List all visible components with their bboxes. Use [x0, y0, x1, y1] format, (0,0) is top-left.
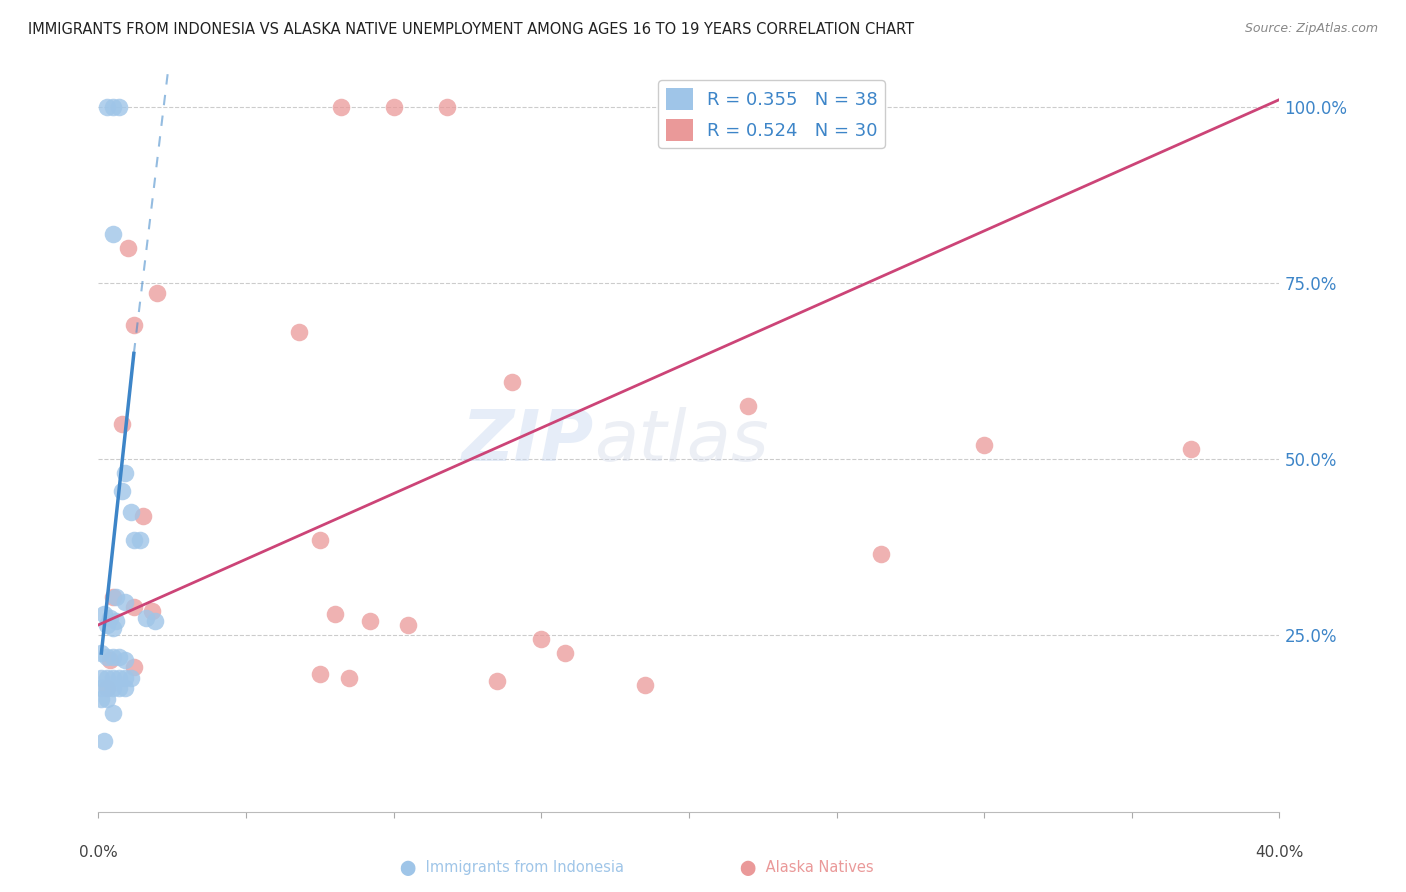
Point — [96, 681, 118, 696]
Point — [288, 325, 311, 339]
Point — [111, 417, 134, 431]
Point — [122, 660, 145, 674]
Point — [359, 615, 381, 629]
Point — [530, 632, 553, 646]
Point — [108, 671, 131, 685]
Point — [870, 547, 893, 561]
Point — [103, 706, 125, 720]
Point — [93, 607, 115, 622]
Point — [103, 227, 125, 241]
Point — [132, 508, 155, 523]
Point — [554, 646, 576, 660]
Point — [329, 100, 352, 114]
Point — [634, 678, 657, 692]
Point — [90, 671, 112, 685]
Point — [309, 533, 332, 548]
Point — [309, 667, 332, 681]
Text: atlas: atlas — [595, 407, 769, 476]
Point — [96, 100, 118, 114]
Point — [122, 600, 145, 615]
Legend: R = 0.355   N = 38, R = 0.524   N = 30: R = 0.355 N = 38, R = 0.524 N = 30 — [658, 80, 884, 148]
Text: Source: ZipAtlas.com: Source: ZipAtlas.com — [1244, 22, 1378, 36]
Point — [103, 671, 125, 685]
Point — [135, 611, 157, 625]
Point — [105, 590, 128, 604]
Point — [120, 671, 142, 685]
Point — [501, 375, 523, 389]
Point — [103, 100, 125, 114]
Point — [323, 607, 346, 622]
Point — [103, 681, 125, 696]
Point — [737, 399, 759, 413]
Point — [973, 438, 995, 452]
Point — [96, 618, 118, 632]
Point — [103, 621, 125, 635]
Point — [96, 692, 118, 706]
Point — [96, 681, 118, 696]
Point — [114, 653, 136, 667]
Point — [117, 241, 139, 255]
Text: ⬤  Immigrants from Indonesia: ⬤ Immigrants from Indonesia — [399, 860, 624, 876]
Point — [141, 604, 163, 618]
Point — [96, 671, 118, 685]
Point — [128, 533, 150, 548]
Point — [114, 594, 136, 608]
Point — [90, 692, 112, 706]
Point — [103, 649, 125, 664]
Point — [382, 100, 405, 114]
Point — [114, 467, 136, 481]
Point — [122, 318, 145, 333]
Point — [103, 590, 125, 604]
Point — [98, 653, 121, 667]
Text: 0.0%: 0.0% — [79, 845, 118, 860]
Point — [93, 734, 115, 748]
Text: ZIP: ZIP — [463, 407, 595, 476]
Point — [486, 674, 509, 689]
Point — [122, 533, 145, 548]
Point — [146, 286, 169, 301]
Point — [108, 681, 131, 696]
Text: 40.0%: 40.0% — [1256, 845, 1303, 860]
Point — [108, 100, 131, 114]
Point — [339, 671, 361, 685]
Text: ⬤  Alaska Natives: ⬤ Alaska Natives — [740, 860, 875, 876]
Point — [398, 618, 420, 632]
Point — [111, 483, 134, 498]
Point — [436, 100, 458, 114]
Point — [143, 615, 166, 629]
Point — [105, 615, 128, 629]
Point — [90, 681, 112, 696]
Text: IMMIGRANTS FROM INDONESIA VS ALASKA NATIVE UNEMPLOYMENT AMONG AGES 16 TO 19 YEAR: IMMIGRANTS FROM INDONESIA VS ALASKA NATI… — [28, 22, 914, 37]
Point — [108, 649, 131, 664]
Point — [1180, 442, 1202, 456]
Point — [96, 649, 118, 664]
Point — [114, 671, 136, 685]
Point — [98, 611, 121, 625]
Point — [120, 505, 142, 519]
Point — [90, 646, 112, 660]
Point — [114, 681, 136, 696]
